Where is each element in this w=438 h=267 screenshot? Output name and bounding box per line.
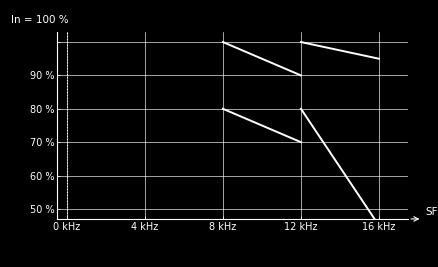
Text: In = 100 %: In = 100 % bbox=[11, 15, 69, 25]
Text: SF: SF bbox=[425, 207, 437, 217]
